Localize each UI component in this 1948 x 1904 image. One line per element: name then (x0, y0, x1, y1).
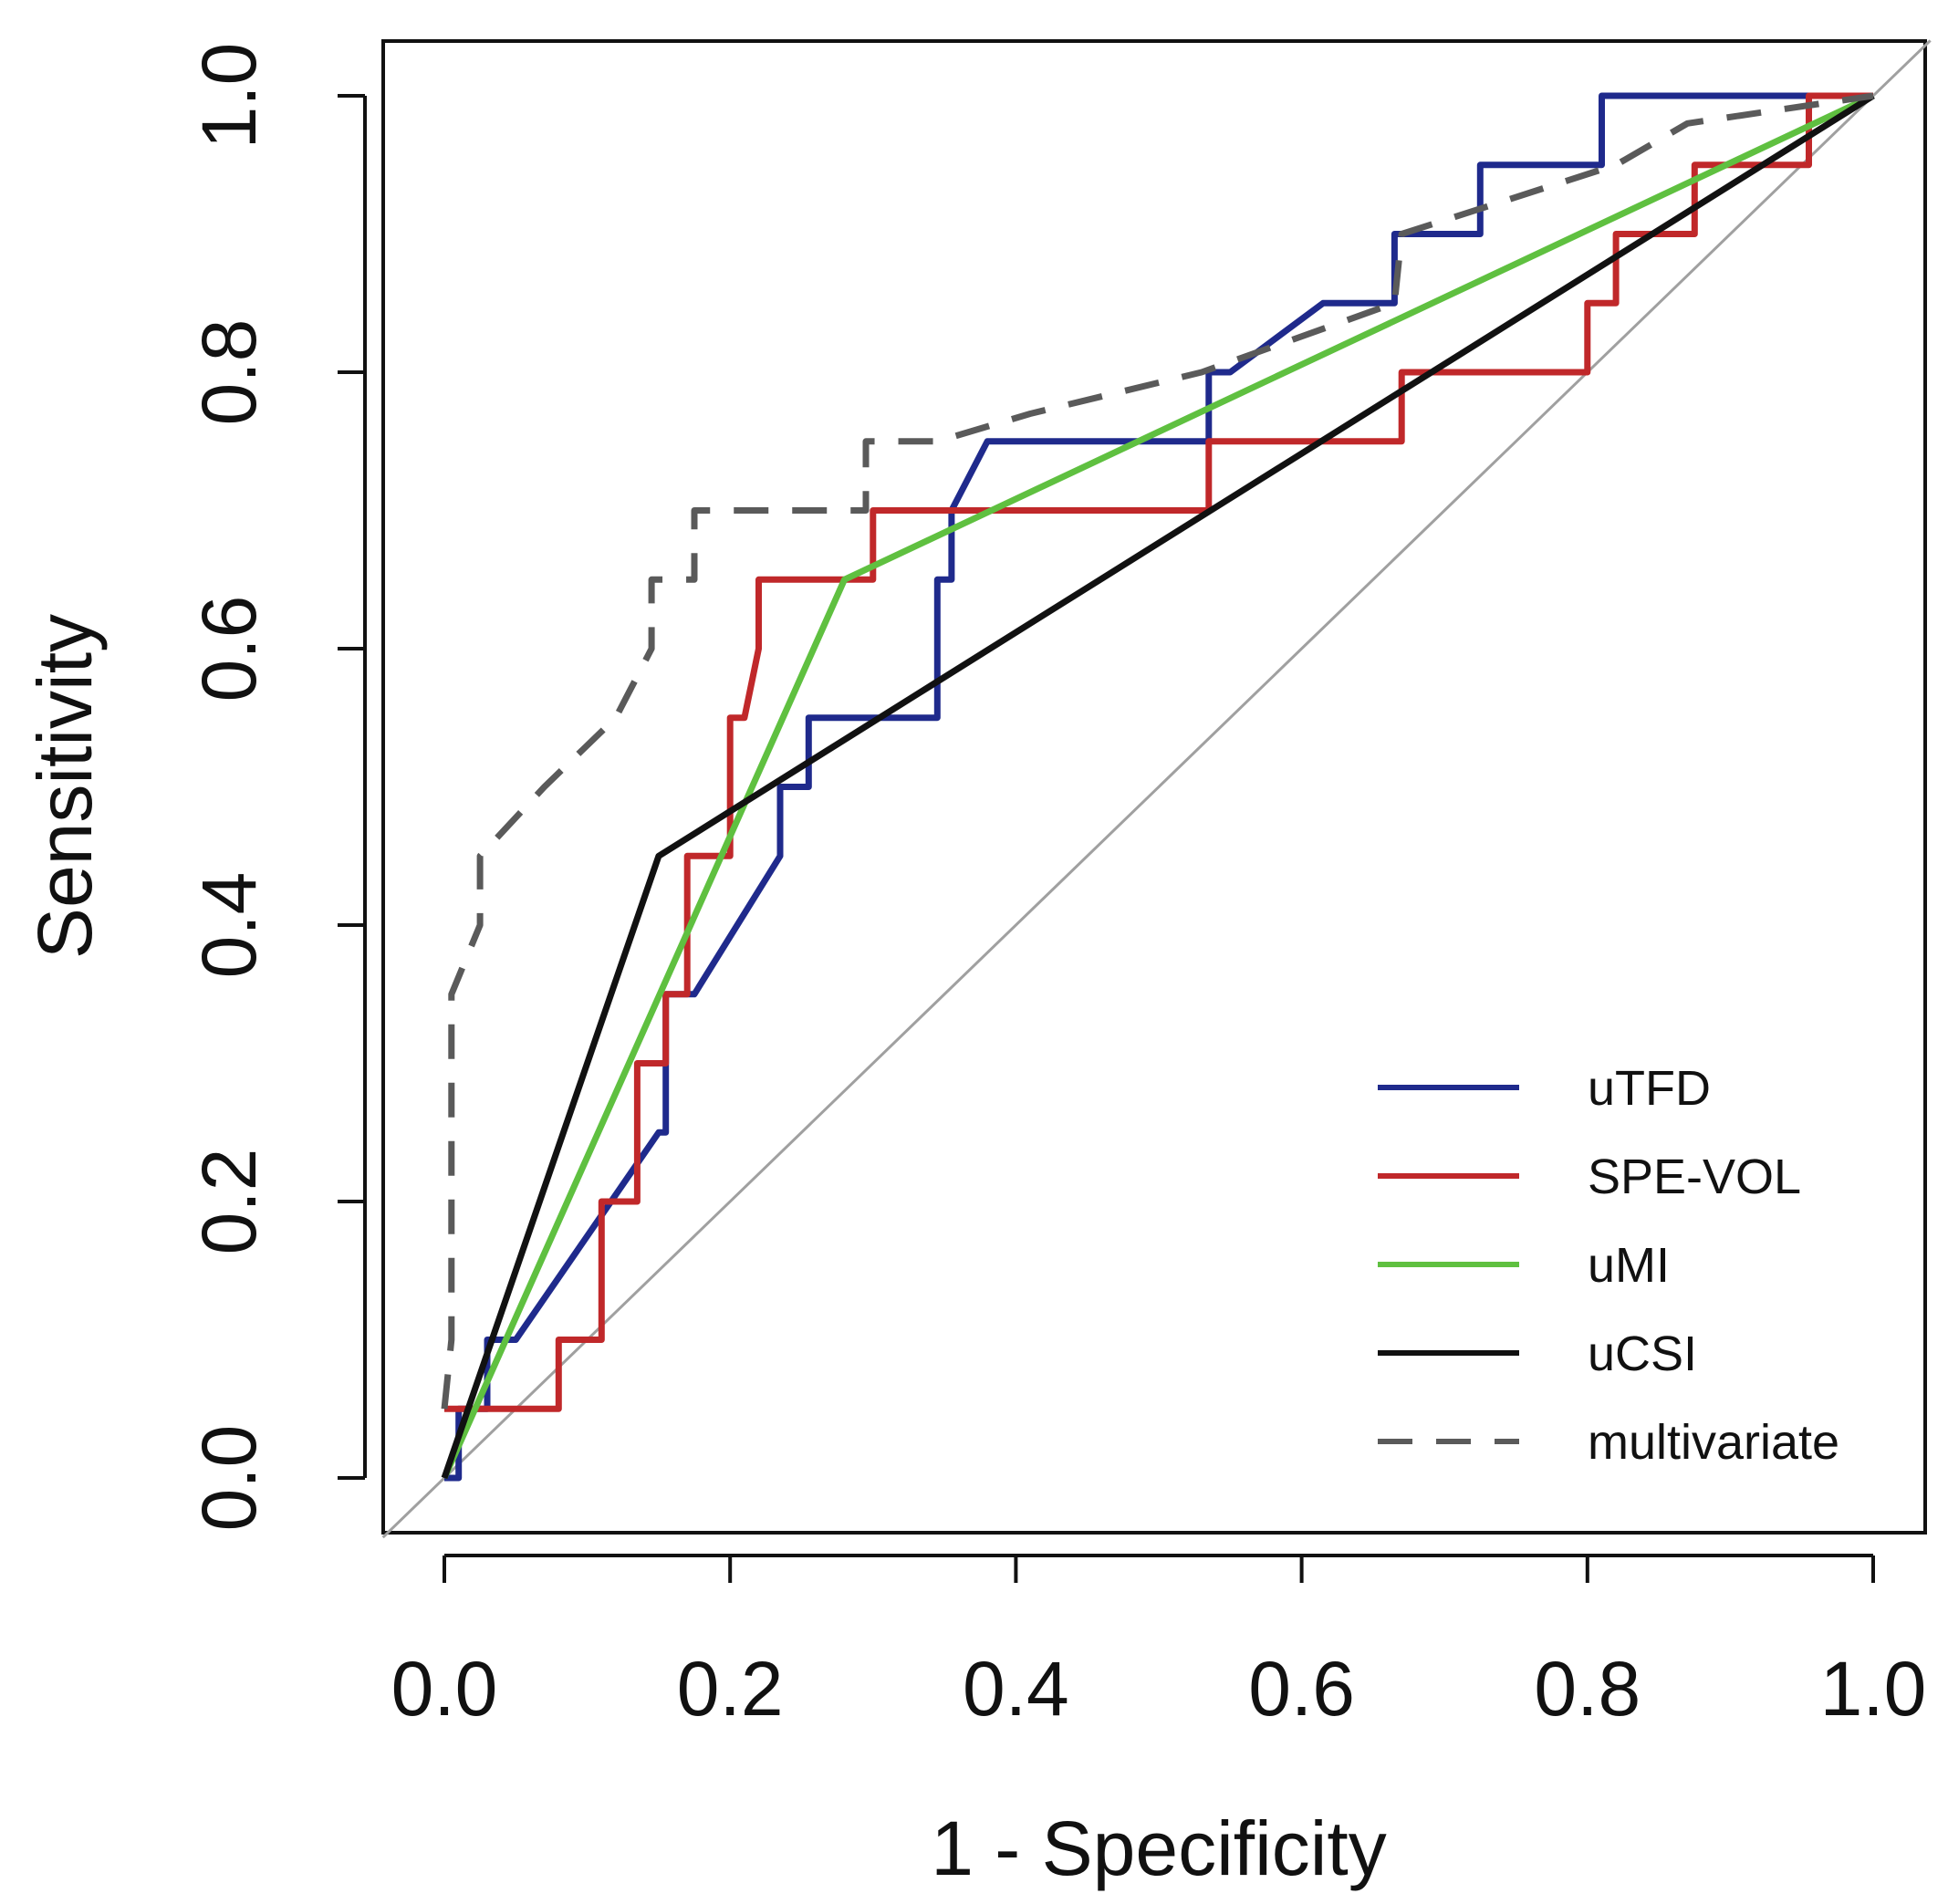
x-tick-label: 1.0 (1820, 1646, 1927, 1732)
legend-label: uTFD (1588, 1061, 1711, 1116)
y-axis-title: Sensitivity (22, 614, 108, 959)
legend: uTFD SPE-VOL uMI uCSI multivariate (1378, 1061, 1839, 1470)
y-tick-label: 0.2 (186, 1149, 272, 1255)
series-line-umi (441, 92, 1875, 1480)
series-line-multivariate (441, 92, 1874, 1410)
legend-label: uCSI (1588, 1327, 1697, 1381)
y-tick-label: 0.4 (186, 872, 272, 979)
x-tick-label: 0.0 (391, 1646, 498, 1732)
series-line-spe-vol (444, 92, 1873, 1412)
legend-label: SPE-VOL (1588, 1150, 1801, 1204)
x-tick-label: 0.2 (677, 1646, 784, 1732)
y-tick-label: 0.0 (186, 1425, 272, 1532)
x-tick-label: 0.4 (963, 1646, 1069, 1732)
y-tick-label: 0.6 (186, 596, 272, 702)
y-axis: 0.0 0.2 0.4 0.6 0.8 1.0 (186, 43, 367, 1532)
series-line-ucsi (441, 93, 1875, 1480)
x-axis-title: 1 - Specificity (931, 1805, 1387, 1891)
x-axis: 0.0 0.2 0.4 0.6 0.8 1.0 (391, 1554, 1927, 1732)
x-tick-label: 0.8 (1534, 1646, 1641, 1732)
legend-label: uMI (1588, 1238, 1670, 1293)
plot-frame (381, 39, 1927, 1535)
legend-label: multivariate (1588, 1415, 1839, 1470)
x-tick-label: 0.6 (1248, 1646, 1355, 1732)
y-tick-label: 0.8 (186, 319, 272, 426)
y-tick-label: 1.0 (186, 43, 272, 150)
reference-diagonal-line (381, 39, 1932, 1539)
